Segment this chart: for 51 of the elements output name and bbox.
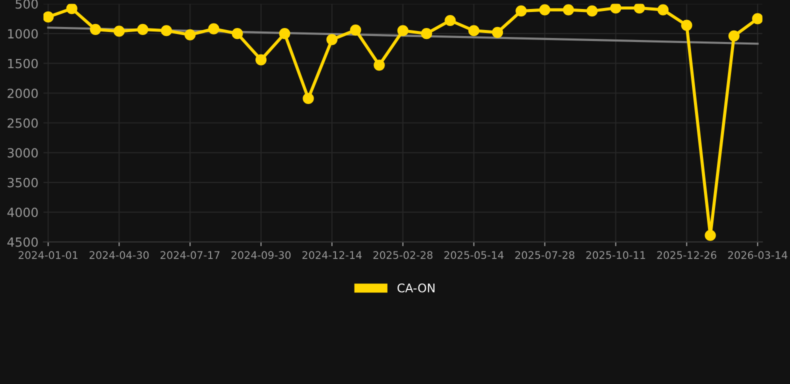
point xyxy=(302,92,314,104)
y-tick-label: 3000 xyxy=(8,148,38,158)
point xyxy=(397,25,408,36)
point xyxy=(350,24,362,36)
point xyxy=(610,4,622,14)
y-tick-label: 1500 xyxy=(8,58,38,68)
point xyxy=(516,5,527,17)
point xyxy=(657,4,669,16)
point xyxy=(539,4,550,16)
y-tick-label: 3500 xyxy=(8,178,38,188)
point xyxy=(90,24,102,35)
x-tick-label: 2026-03-14 xyxy=(728,251,788,260)
point xyxy=(160,25,172,36)
point xyxy=(114,26,125,37)
y-tick-label: 4000 xyxy=(7,208,38,218)
point xyxy=(374,60,385,71)
point xyxy=(586,5,598,17)
point xyxy=(326,34,338,46)
x-tick-label: 2025-02-28 xyxy=(373,251,432,260)
y-tick-label: 2000 xyxy=(8,88,38,98)
x-tick-label: 2025-10-11 xyxy=(586,251,646,260)
point xyxy=(444,14,456,26)
x-tick-label: 2024-07-17 xyxy=(160,251,220,260)
y-tick-label: 4500 xyxy=(7,237,38,247)
point xyxy=(492,26,504,38)
x-tick-label: 2024-09-30 xyxy=(232,251,291,260)
point xyxy=(43,11,54,22)
point xyxy=(681,20,692,31)
point xyxy=(752,13,762,24)
x-tick-label: 2025-07-28 xyxy=(515,251,574,260)
x-tick-label: 2024-04-30 xyxy=(90,251,149,260)
point xyxy=(420,28,432,40)
y-tick-label: 2500 xyxy=(8,118,38,128)
point xyxy=(728,30,740,42)
point xyxy=(634,4,645,14)
legend-label: CA-ON xyxy=(398,283,434,292)
point xyxy=(468,25,480,36)
point xyxy=(704,230,716,241)
point xyxy=(279,28,290,40)
x-tick-label: 2025-12-26 xyxy=(657,251,716,260)
point xyxy=(562,4,574,16)
x-tick-label: 2025-05-14 xyxy=(444,251,504,260)
x-tick-label: 2024-12-14 xyxy=(302,251,362,260)
point xyxy=(137,24,148,35)
point xyxy=(208,23,220,34)
point xyxy=(232,28,243,40)
x-tick-label: 2024-01-01 xyxy=(18,251,78,260)
point xyxy=(184,29,196,40)
point xyxy=(66,4,78,14)
y-tick-label: 1000 xyxy=(8,29,38,39)
point xyxy=(255,54,267,66)
